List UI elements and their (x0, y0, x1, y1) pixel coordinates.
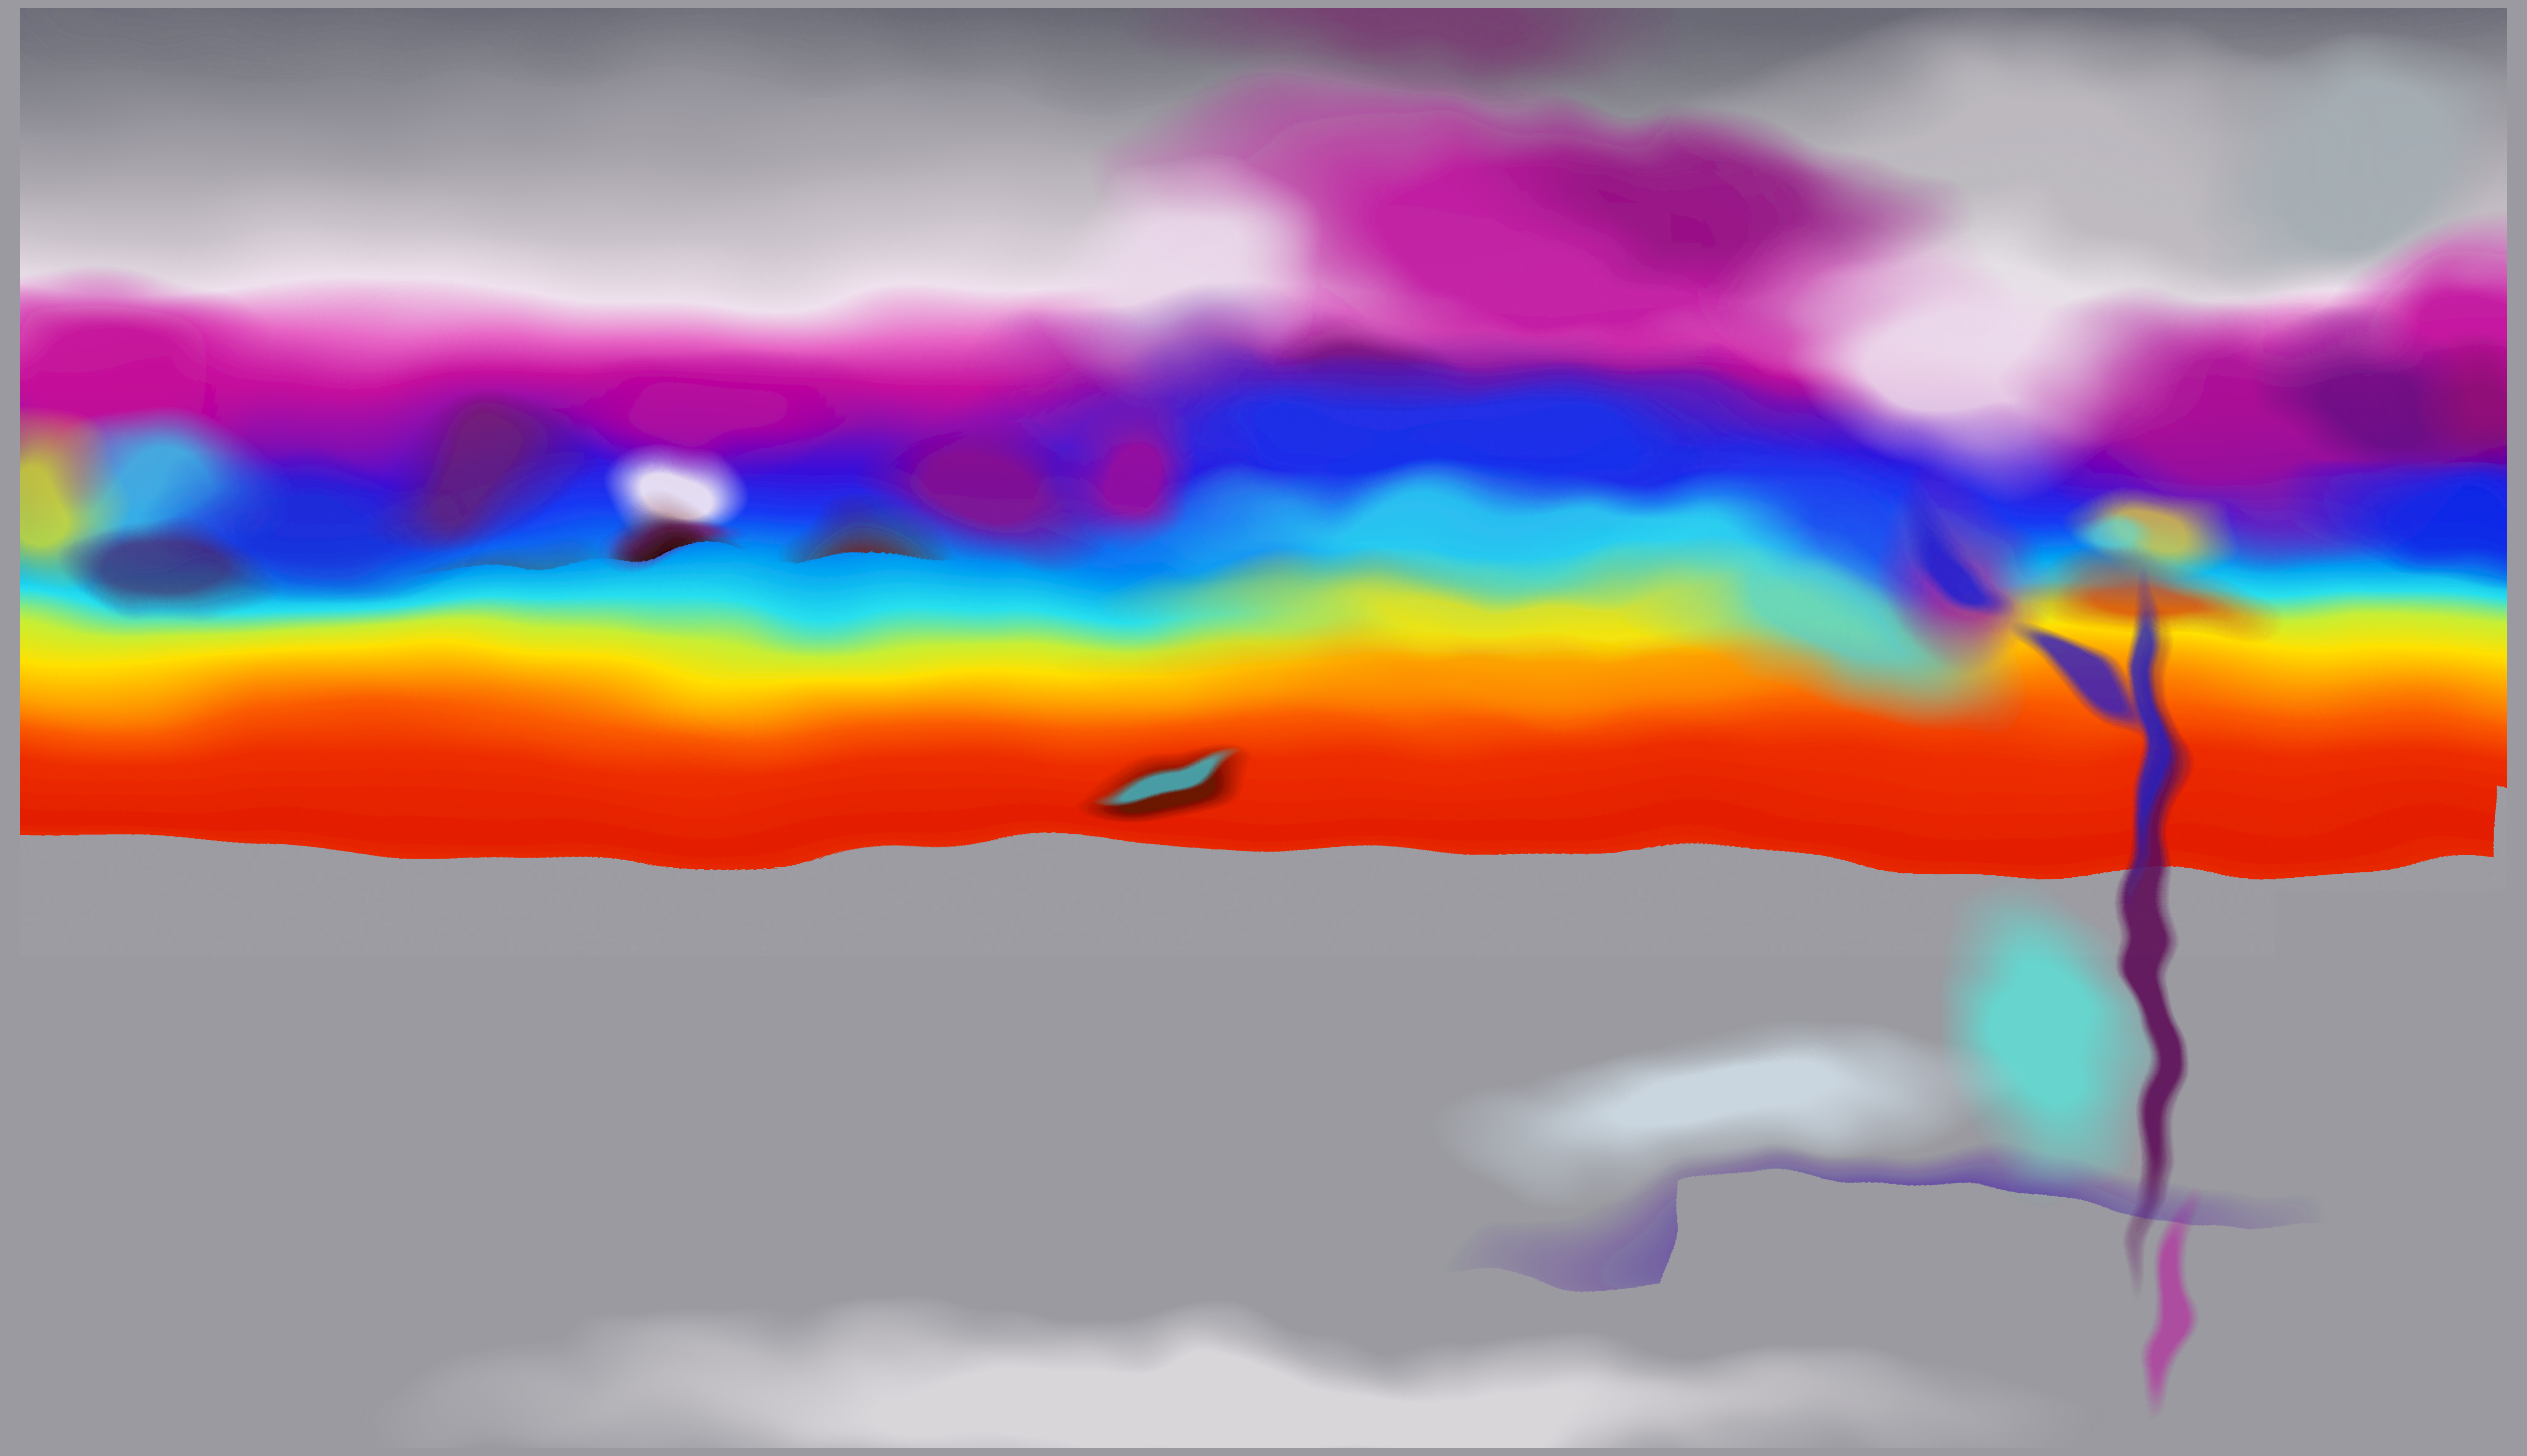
temperature-heatmap-svg (20, 8, 2507, 1448)
global-temperature-map (20, 8, 2507, 1448)
fine-grain-texture (20, 8, 2507, 1448)
